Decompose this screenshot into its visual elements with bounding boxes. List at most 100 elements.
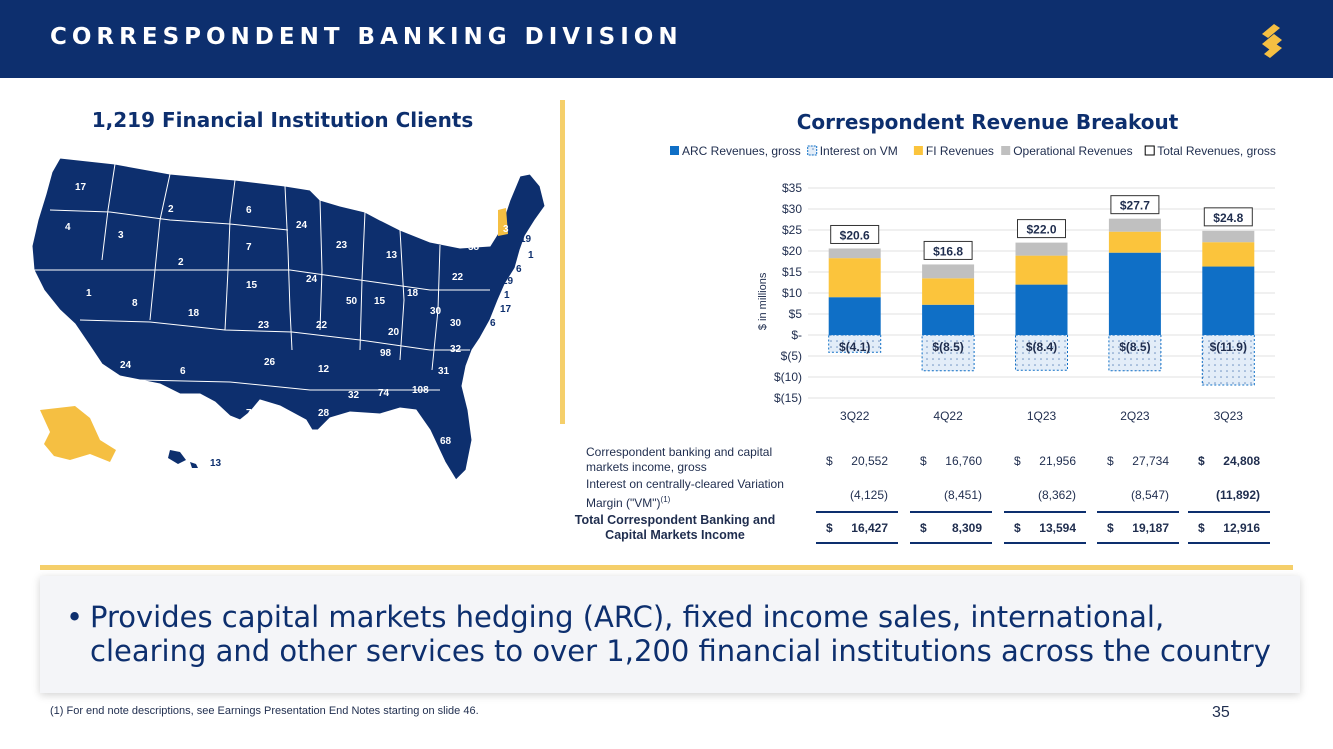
- value: 16,427: [851, 521, 888, 535]
- cell-gross-3q23: $24,808: [1198, 454, 1260, 468]
- y-tick-label: $20: [782, 244, 802, 258]
- page-title: CORRESPONDENT BANKING DIVISION: [50, 24, 683, 50]
- header-bar: CORRESPONDENT BANKING DIVISION: [0, 0, 1333, 78]
- currency-symbol: $: [1107, 454, 1114, 468]
- total-label: $16.8: [933, 244, 963, 258]
- bar-arc: [1202, 266, 1255, 335]
- cell-total-4q22: $8,309: [920, 521, 982, 535]
- bar-vm: [921, 334, 975, 372]
- count-wv: 30: [430, 306, 442, 317]
- y-tick-label: $(10): [774, 370, 802, 384]
- cell-vm-3q23: (11,892): [1215, 488, 1260, 502]
- legend-label: Total Revenues, gross: [1157, 144, 1276, 158]
- bar-fi: [1108, 231, 1161, 253]
- legend-swatch: [1144, 145, 1155, 156]
- bar-fi: [922, 278, 975, 305]
- count-az: 24: [120, 360, 132, 371]
- currency-symbol: $: [826, 454, 833, 468]
- total-label: $20.6: [840, 228, 870, 242]
- y-tick-label: $15: [782, 265, 802, 279]
- cell-total-3q22: $16,427: [826, 521, 888, 535]
- x-tick-label: 1Q23: [1027, 409, 1057, 423]
- total-label-box: [1017, 219, 1066, 239]
- currency-symbol: $: [826, 521, 833, 535]
- chart-title: Correspondent Revenue Breakout: [796, 110, 1179, 134]
- vertical-divider: [560, 100, 565, 424]
- count-mi: 13: [386, 250, 398, 261]
- legend-label: Operational Revenues: [1013, 144, 1132, 158]
- count-md: 17: [500, 304, 512, 315]
- bar-vm: [828, 334, 882, 353]
- total-label-box: [923, 240, 973, 260]
- total-label: $22.0: [1026, 223, 1056, 237]
- count-ms: 32: [348, 390, 360, 401]
- value: 8,309: [951, 521, 982, 535]
- legend-swatch: [807, 145, 818, 156]
- cell-gross-3q22: $20,552: [826, 454, 888, 468]
- count-ri: 1: [528, 250, 534, 261]
- total-rule-top: [910, 511, 992, 513]
- total-rule-bottom: [1188, 542, 1270, 544]
- legend-label: ARC Revenues, gross: [682, 144, 801, 158]
- total-label-box: [830, 224, 880, 244]
- count-oh: 18: [407, 288, 419, 299]
- bar-operational: [1015, 242, 1068, 256]
- y-tick-label: $30: [782, 202, 802, 216]
- count-mn: 24: [296, 220, 308, 231]
- value: 21,956: [1039, 454, 1076, 468]
- count-pa: 22: [452, 272, 464, 283]
- total-label: $27.7: [1120, 199, 1150, 213]
- value: 24,808: [1223, 454, 1260, 468]
- currency-symbol: $: [1014, 521, 1021, 535]
- vm-label: $(8.5): [1119, 340, 1150, 354]
- y-axis-label: $ in millions: [757, 272, 769, 330]
- count-sd: 7: [246, 242, 252, 253]
- us-map: 17 4 3 2 6 24 23 13 2 7 15 24 1 8 18 2 5…: [22, 157, 546, 481]
- row-label-total: Total Correspondent Banking and Capital …: [574, 513, 776, 542]
- y-tick-label: $35: [782, 181, 802, 195]
- total-rule-top: [1004, 511, 1086, 513]
- legend-swatch: [1001, 146, 1011, 155]
- total-rule-top: [1188, 511, 1270, 513]
- stacked-s-logo-icon: [1262, 24, 1282, 58]
- y-tick-label: $10: [782, 286, 802, 300]
- count-ok: 26: [264, 357, 276, 368]
- legend-label: Interest on VM: [820, 144, 898, 158]
- bar-operational: [828, 248, 881, 259]
- value: 12,916: [1223, 521, 1260, 535]
- count-tn: 98: [380, 348, 392, 359]
- bar-fi: [1202, 242, 1255, 267]
- count-vt: 3: [503, 224, 509, 235]
- cell-vm-2q23: (8,547): [1130, 488, 1169, 502]
- total-rule-bottom: [1004, 542, 1086, 544]
- value: 13,594: [1039, 521, 1076, 535]
- cell-gross-4q22: $16,760: [920, 454, 982, 468]
- state-borders: [34, 163, 490, 391]
- count-nc: 32: [450, 344, 462, 355]
- row-label-gross: Correspondent banking and capital market…: [586, 445, 773, 474]
- total-rule-bottom: [1097, 542, 1179, 544]
- count-nd: 6: [246, 205, 252, 216]
- legend-swatch: [670, 146, 679, 155]
- cell-vm-3q22: (4,125): [849, 488, 888, 502]
- revenue-chart: ARC Revenues, gross Interest on VM FI Reve…: [670, 144, 1276, 423]
- count-sc: 31: [438, 366, 450, 377]
- currency-symbol: $: [1014, 454, 1021, 468]
- total-label-box: [1110, 195, 1160, 215]
- bar-arc: [922, 304, 975, 335]
- count-va: 30: [450, 318, 462, 329]
- y-tick-label: $25: [782, 223, 802, 237]
- count-ca2: 51: [22, 308, 34, 319]
- footnote: (1) For end note descriptions, see Earni…: [50, 705, 479, 717]
- count-de: 1: [504, 290, 510, 301]
- accent-rule: [40, 565, 1293, 570]
- count-ma: 19: [520, 234, 532, 245]
- bar-vm: [1015, 334, 1068, 371]
- bar-fi: [1015, 255, 1068, 285]
- count-fl: 68: [440, 436, 452, 447]
- bar-operational: [1202, 230, 1255, 243]
- count-ga: 108: [412, 385, 429, 396]
- alaska-shape: [40, 406, 116, 462]
- count-ia: 24: [306, 274, 318, 285]
- count-ks: 23: [258, 320, 270, 331]
